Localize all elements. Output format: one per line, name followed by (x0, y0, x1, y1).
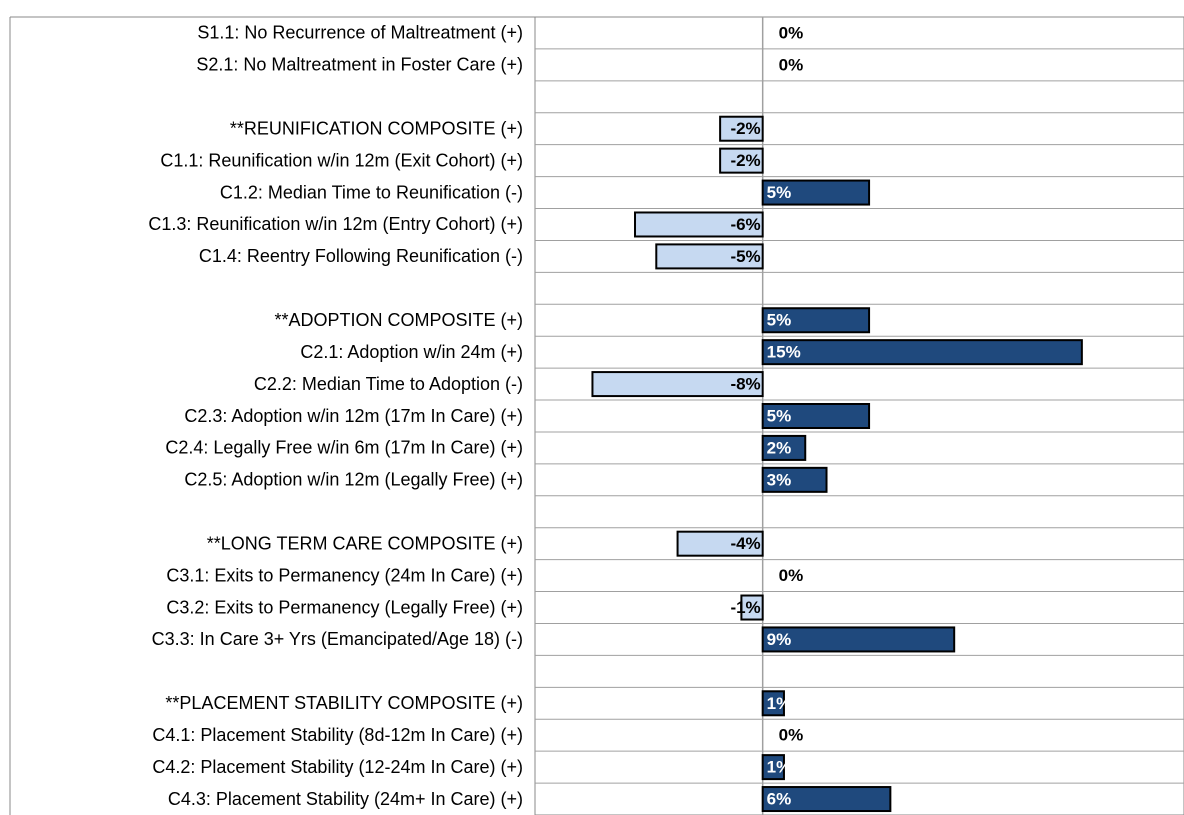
category-label: C2.1: Adoption w/in 24m (+) (300, 342, 523, 362)
value-label: -4% (730, 534, 760, 553)
category-label: C2.5: Adoption w/in 12m (Legally Free) (… (184, 470, 523, 490)
bar (761, 403, 871, 429)
category-label: C4.3: Placement Stability (24m+ In Care)… (168, 789, 523, 809)
bar (761, 307, 871, 334)
bar (591, 371, 764, 398)
bar (761, 786, 892, 813)
category-label: S2.1: No Maltreatment in Foster Care (+) (196, 55, 523, 75)
bar (761, 466, 828, 493)
bar (719, 115, 764, 142)
category-label: C1.2: Median Time to Reunification (-) (220, 182, 523, 202)
category-label: **PLACEMENT STABILITY COMPOSITE (+) (165, 693, 523, 713)
value-label: -2% (730, 119, 760, 138)
category-label: C3.1: Exits to Permanency (24m In Care) … (166, 565, 523, 585)
value-label: 9% (767, 630, 792, 649)
value-label: 0% (779, 726, 804, 745)
category-label: C3.2: Exits to Permanency (Legally Free)… (166, 597, 523, 617)
bar (655, 243, 764, 270)
value-label: 5% (767, 311, 792, 330)
category-label: **LONG TERM CARE COMPOSITE (+) (207, 533, 523, 553)
value-label: 15% (767, 343, 801, 362)
value-label: 0% (779, 23, 804, 42)
value-label: 5% (767, 183, 792, 202)
value-label: 6% (767, 790, 792, 809)
value-label: 1% (767, 758, 792, 777)
category-label: C1.4: Reentry Following Reunification (-… (199, 246, 523, 266)
category-label: C4.1: Placement Stability (8d-12m In Car… (152, 725, 523, 745)
category-label: C2.2: Median Time to Adoption (-) (254, 374, 523, 394)
value-label: 0% (779, 55, 804, 74)
bar (740, 594, 764, 621)
category-label: C1.1: Reunification w/in 12m (Exit Cohor… (160, 150, 523, 170)
category-label: C2.4: Legally Free w/in 6m (17m In Care)… (165, 438, 523, 458)
category-label: C1.3: Reunification w/in 12m (Entry Coho… (148, 214, 523, 234)
bar (634, 211, 764, 238)
bar (761, 434, 807, 461)
bar (761, 179, 871, 206)
value-label: 3% (767, 470, 792, 489)
bar (761, 690, 785, 717)
value-label: 0% (779, 566, 804, 585)
value-label: -5% (730, 247, 760, 266)
value-label: 5% (767, 406, 792, 425)
value-label: -8% (730, 375, 760, 394)
value-label: -2% (730, 151, 760, 170)
bar (761, 754, 785, 781)
bar (676, 530, 764, 557)
category-label: C4.2: Placement Stability (12-24m In Car… (152, 757, 523, 777)
category-label: C3.3: In Care 3+ Yrs (Emancipated/Age 18… (152, 629, 523, 649)
bar (761, 339, 1083, 366)
bar (719, 147, 764, 174)
value-label: -6% (730, 215, 760, 234)
category-label: S1.1: No Recurrence of Maltreatment (+) (197, 23, 523, 43)
value-label: 2% (767, 438, 792, 457)
category-label: C2.3: Adoption w/in 12m (17m In Care) (+… (184, 406, 523, 426)
value-label: -1% (730, 598, 760, 617)
category-label: **REUNIFICATION COMPOSITE (+) (230, 118, 523, 138)
category-label: **ADOPTION COMPOSITE (+) (274, 310, 523, 330)
value-label: 1% (767, 694, 792, 713)
bar (761, 626, 956, 653)
